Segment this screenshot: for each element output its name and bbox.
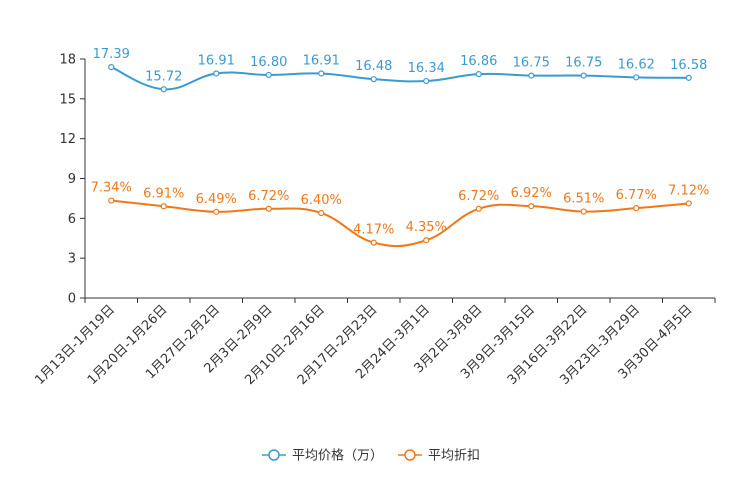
data-label-s2: 6.49%	[196, 192, 237, 207]
data-label-s1: 16.58	[670, 58, 707, 73]
y-tick-label: 15	[59, 92, 76, 107]
data-label-s2: 7.34%	[91, 181, 132, 196]
data-label-s2: 6.77%	[616, 188, 657, 203]
data-point-s1	[633, 74, 640, 81]
y-tick-label: 9	[68, 172, 76, 187]
axes: 03691215181月13日-1月19日1月20日-1月26日1月27日-2月…	[32, 53, 716, 388]
data-point-s2	[633, 205, 640, 212]
data-point-s2	[265, 205, 272, 212]
data-label-s1: 16.86	[460, 54, 497, 69]
data-label-s1: 15.72	[145, 69, 182, 84]
data-label-s1: 16.62	[618, 57, 655, 72]
series-layer	[108, 63, 692, 248]
data-label-s1: 16.91	[303, 53, 340, 68]
y-tick-label: 3	[68, 252, 76, 267]
data-point-s1	[475, 71, 482, 78]
data-label-s1: 16.48	[355, 59, 392, 74]
data-point-s1	[685, 74, 692, 81]
data-point-s1	[370, 76, 377, 83]
data-label-s2: 6.51%	[563, 192, 604, 207]
legend-item-2[interactable]: 平均折扣	[398, 449, 480, 464]
data-point-s2	[108, 197, 115, 204]
series-line-1	[110, 66, 689, 91]
data-label-s2: 7.12%	[668, 183, 709, 198]
data-label-s2: 6.72%	[248, 189, 289, 204]
legend-marker-icon	[268, 449, 280, 461]
data-point-s2	[475, 205, 482, 212]
data-labels: 17.39 15.72 16.91 16.80 16.91 16.48 16.34 16.86…	[91, 47, 710, 238]
data-label-s1: 16.34	[408, 61, 445, 76]
data-point-s2	[318, 209, 325, 217]
legend[interactable]: 平均价格（万） 平均折扣	[262, 448, 480, 464]
data-label-s2: 4.17%	[353, 223, 394, 238]
data-label-s1: 17.39	[93, 47, 130, 62]
data-point-s2	[580, 208, 587, 215]
data-label-s1: 16.80	[250, 55, 287, 70]
series-line-2	[111, 199, 689, 248]
data-label-s2: 6.91%	[143, 186, 184, 201]
data-label-s2: 6.72%	[458, 189, 499, 204]
data-label-s2: 4.35%	[406, 220, 447, 235]
data-label-s2: 6.92%	[511, 186, 552, 201]
y-tick-label: 18	[59, 53, 76, 68]
data-point-s2	[528, 203, 535, 210]
legend-item-1[interactable]: 平均价格（万）	[262, 448, 383, 464]
data-point-s1	[265, 71, 272, 79]
data-point-s2	[370, 239, 377, 246]
y-tick-label: 12	[59, 132, 76, 147]
data-point-s1	[160, 86, 167, 93]
y-tick-label: 6	[68, 212, 76, 227]
data-point-s2	[213, 208, 220, 215]
legend-label: 平均价格（万）	[292, 448, 383, 464]
data-label-s1: 16.75	[513, 56, 550, 71]
data-label-s1: 16.91	[198, 53, 235, 68]
data-point-s2	[685, 200, 692, 207]
data-point-s1	[318, 70, 325, 77]
data-point-s1	[580, 72, 587, 79]
y-tick-label: 0	[68, 292, 76, 307]
data-label-s1: 16.75	[565, 56, 602, 71]
data-point-s2	[423, 237, 430, 244]
legend-label: 平均折扣	[428, 449, 480, 464]
data-point-s1	[423, 77, 430, 85]
data-point-s2	[160, 203, 167, 210]
data-point-s1	[108, 63, 115, 71]
data-point-s1	[213, 70, 220, 77]
data-label-s2: 6.40%	[301, 193, 342, 208]
legend-marker-icon	[404, 449, 416, 461]
data-point-s1	[528, 72, 535, 79]
